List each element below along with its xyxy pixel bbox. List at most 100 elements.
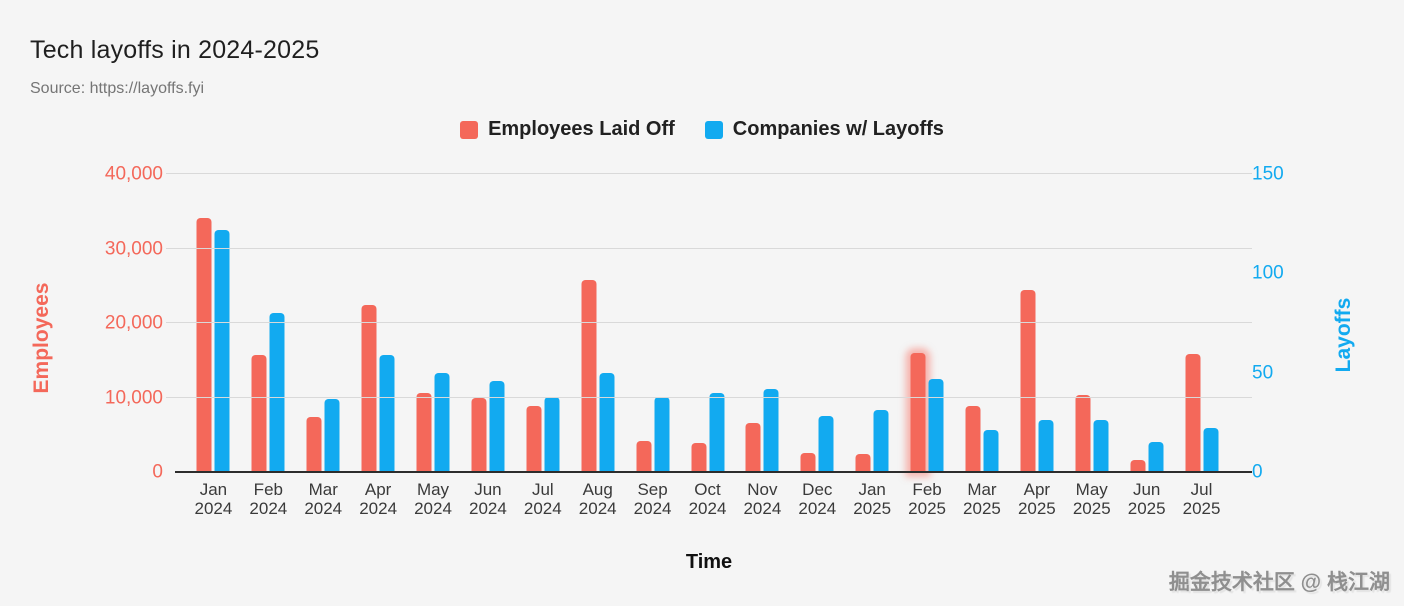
bar-companies-w-layoffs[interactable] (1093, 420, 1109, 472)
bar-employees-laid-off[interactable] (691, 442, 706, 472)
employees-swatch-icon (460, 120, 479, 139)
x-tick-label: Apr 2024 (359, 480, 398, 518)
y-tick-label-left: 40,000 (104, 163, 163, 185)
bar-group (416, 372, 450, 472)
gridline (166, 173, 1252, 174)
bar-employees-laid-off[interactable] (1075, 395, 1091, 472)
bar-employees-laid-off[interactable] (636, 441, 652, 472)
y-tick-label-right: 100 (1252, 262, 1284, 284)
bar-group (306, 398, 340, 472)
companies-swatch-icon (704, 120, 723, 139)
gridline (166, 322, 1252, 323)
left-axis-tick-labels: 0 10,000 20,000 30,000 40,000 (0, 165, 163, 482)
chart-title: Tech layoffs in 2024-2025 (30, 36, 320, 64)
bar-employees-laid-off[interactable] (910, 352, 926, 472)
bar-companies-w-layoffs[interactable] (873, 410, 889, 472)
y-tick-label-right: 0 (1252, 461, 1263, 483)
legend-item-employees[interactable]: Employees Laid Off (460, 118, 675, 141)
bar-employees-laid-off[interactable] (965, 406, 981, 472)
bar-companies-w-layoffs[interactable] (983, 430, 999, 472)
bar-employees-laid-off[interactable] (1020, 290, 1036, 472)
bar-employees-laid-off[interactable] (361, 305, 377, 472)
y-tick-label-left: 30,000 (104, 238, 163, 259)
bar-companies-w-layoffs[interactable] (544, 396, 560, 472)
bar-companies-w-layoffs[interactable] (1148, 442, 1164, 472)
bar-companies-w-layoffs[interactable] (654, 396, 670, 472)
plot-area (166, 173, 1252, 473)
bar-group (910, 352, 944, 472)
x-tick-label: Sep 2024 (633, 480, 672, 518)
watermark-text: 掘金技术社区 @ 栈江湖 (1168, 571, 1390, 594)
bar-group (691, 392, 724, 472)
bar-companies-w-layoffs[interactable] (269, 313, 285, 472)
x-tick-label: Nov 2024 (743, 480, 782, 518)
source-text: Source: https://layoffs.fyi (30, 80, 205, 97)
bar-group (471, 380, 505, 472)
y-tick-label-right: 50 (1252, 362, 1274, 384)
x-tick-label: Apr 2025 (1017, 480, 1056, 518)
bar-companies-w-layoffs[interactable] (324, 398, 340, 472)
x-tick-label: Jun 2025 (1127, 480, 1166, 518)
bar-companies-w-layoffs[interactable] (763, 388, 779, 472)
bar-companies-w-layoffs[interactable] (599, 372, 615, 472)
x-tick-label: Jun 2024 (468, 480, 507, 518)
bar-employees-laid-off[interactable] (745, 422, 761, 472)
x-axis-line (175, 471, 1252, 473)
x-axis-tick-labels: Jan 2024 Feb 2024 Mar 2024 Apr 2024 May 2024 Jun 20… (186, 480, 1229, 520)
x-tick-label: Mar 2025 (963, 480, 1001, 518)
bar-group (526, 396, 560, 472)
x-tick-label: Jan 2025 (853, 480, 892, 518)
legend-label-companies: Companies w/ Layoffs (732, 118, 944, 140)
y-tick-label-left: 10,000 (104, 387, 163, 408)
bar-employees-laid-off[interactable] (306, 416, 322, 472)
bar-employees-laid-off[interactable] (1185, 354, 1201, 472)
legend-label-employees: Employees Laid Off (488, 118, 675, 140)
bar-group (1075, 395, 1109, 472)
bar-employees-laid-off[interactable] (196, 217, 212, 472)
bar-companies-w-layoffs[interactable] (928, 378, 944, 472)
bar-companies-w-layoffs[interactable] (214, 229, 230, 472)
x-tick-label: Jul 2024 (523, 480, 562, 518)
legend-item-companies[interactable]: Companies w/ Layoffs (704, 118, 944, 141)
bar-group (855, 410, 889, 472)
bar-companies-w-layoffs[interactable] (1203, 428, 1219, 472)
bar-companies-w-layoffs[interactable] (489, 380, 505, 472)
x-tick-label: Jul 2025 (1182, 480, 1221, 518)
x-tick-label: Dec 2024 (798, 480, 837, 518)
bar-employees-laid-off[interactable] (800, 453, 816, 472)
x-tick-label: Feb 2025 (908, 480, 946, 518)
bar-employees-laid-off[interactable] (1130, 460, 1146, 472)
bar-employees-laid-off[interactable] (526, 405, 542, 472)
bar-companies-w-layoffs[interactable] (1038, 420, 1054, 472)
y-tick-label-left: 0 (152, 461, 163, 483)
legend: Employees Laid Off Companies w/ Layoffs (0, 118, 1404, 141)
x-tick-label: Aug 2024 (578, 480, 617, 518)
x-axis-title: Time (685, 551, 733, 573)
y-tick-label-left: 20,000 (104, 312, 163, 334)
right-axis-tick-labels: 0 50 100 150 (1252, 165, 1372, 482)
bar-employees-laid-off[interactable] (471, 397, 487, 472)
bar-employees-laid-off[interactable] (251, 355, 267, 472)
bar-companies-w-layoffs[interactable] (434, 372, 450, 472)
bar-group (361, 305, 395, 472)
bar-group (251, 313, 285, 472)
bar-companies-w-layoffs[interactable] (709, 392, 724, 472)
bar-companies-w-layoffs[interactable] (379, 354, 395, 472)
bar-employees-laid-off[interactable] (416, 393, 432, 472)
bars-container (186, 174, 1229, 472)
gridline (166, 396, 1252, 398)
bar-companies-w-layoffs[interactable] (818, 416, 834, 472)
bar-group (800, 416, 834, 472)
x-tick-label: May 2024 (414, 480, 452, 518)
bar-group (1020, 290, 1054, 472)
y-tick-label-right: 150 (1252, 163, 1284, 185)
x-tick-label: Mar 2024 (304, 480, 343, 518)
x-tick-label: Feb 2024 (249, 480, 288, 518)
x-tick-label: Oct 2024 (688, 480, 727, 518)
bar-employees-laid-off[interactable] (581, 279, 597, 472)
bar-group (1130, 442, 1164, 472)
bar-group (965, 406, 999, 472)
bar-group (196, 217, 230, 472)
bar-employees-laid-off[interactable] (855, 454, 871, 472)
bar-group (581, 279, 615, 472)
